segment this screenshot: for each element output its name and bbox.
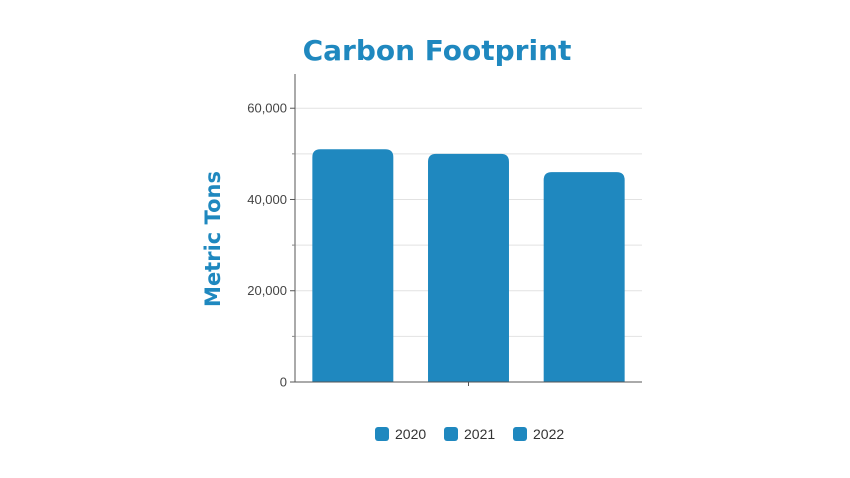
legend-label: 2022: [533, 426, 564, 442]
legend-label: 2020: [395, 426, 426, 442]
legend-item-2020[interactable]: 2020: [375, 426, 426, 442]
legend-label: 2021: [464, 426, 495, 442]
y-axis-title: Metric Tons: [201, 171, 225, 307]
y-tick-label: 60,000: [247, 101, 287, 116]
legend-item-2022[interactable]: 2022: [513, 426, 564, 442]
y-tick-label: 20,000: [247, 283, 287, 298]
bar-2020: [312, 149, 394, 382]
y-tick-labels: 0 20,000 40,000 60,000: [247, 101, 287, 390]
y-tick-label: 40,000: [247, 192, 287, 207]
legend: 2020 2021 2022: [375, 426, 564, 442]
legend-swatch: [513, 427, 527, 441]
bars: [312, 149, 625, 382]
legend-swatch: [444, 427, 458, 441]
axes: [290, 74, 642, 386]
bar-2021: [428, 153, 509, 382]
bar-2022: [543, 172, 625, 382]
chart-title: Carbon Footprint: [303, 34, 572, 67]
legend-swatch: [375, 427, 389, 441]
y-tick-label: 0: [280, 375, 287, 390]
legend-item-2021[interactable]: 2021: [444, 426, 495, 442]
